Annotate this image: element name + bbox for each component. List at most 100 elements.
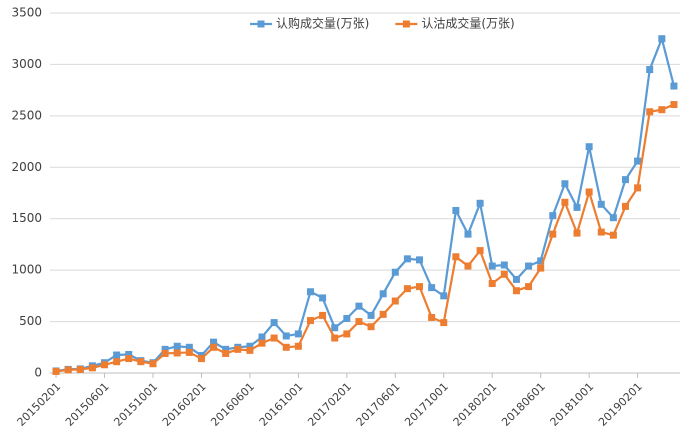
x-tick-label: 20160601 <box>208 380 257 429</box>
data-point <box>343 330 351 338</box>
data-point <box>161 349 169 357</box>
data-point <box>234 345 242 353</box>
data-point <box>379 290 387 298</box>
data-point <box>452 253 460 261</box>
data-point <box>210 343 218 351</box>
data-point <box>125 355 133 363</box>
data-point <box>185 348 193 356</box>
data-point <box>416 256 424 264</box>
data-point <box>464 230 472 238</box>
data-point <box>500 270 508 278</box>
data-point <box>76 365 84 373</box>
data-point <box>609 214 617 222</box>
data-point <box>294 330 302 338</box>
y-tick-label: 2000 <box>11 160 42 174</box>
x-tick-label: 20170201 <box>305 380 354 429</box>
data-point <box>403 255 411 263</box>
data-point <box>658 106 666 114</box>
data-point <box>440 319 448 327</box>
y-tick-label: 1500 <box>11 211 42 225</box>
x-tick-label: 20190201 <box>596 380 645 429</box>
data-point <box>634 157 642 165</box>
data-point <box>306 288 314 296</box>
data-point <box>282 332 290 340</box>
data-point <box>658 35 666 43</box>
data-point <box>367 311 375 319</box>
data-point <box>391 297 399 305</box>
data-point <box>488 280 496 288</box>
data-point <box>403 285 411 293</box>
data-point <box>343 314 351 322</box>
data-point <box>585 188 593 196</box>
y-tick-label: 500 <box>19 314 42 328</box>
data-point <box>452 206 460 214</box>
data-point <box>573 229 581 237</box>
data-point <box>416 283 424 291</box>
data-point <box>537 257 545 265</box>
x-tick-label: 20181001 <box>548 380 597 429</box>
data-point <box>246 342 254 350</box>
data-point <box>646 108 654 116</box>
y-tick-label: 3000 <box>11 57 42 71</box>
data-point <box>331 324 339 332</box>
data-point <box>270 334 278 342</box>
data-point <box>222 345 230 353</box>
data-point <box>64 366 72 374</box>
data-point <box>197 355 205 363</box>
data-point <box>258 339 266 347</box>
data-point <box>597 228 605 236</box>
data-point <box>137 358 145 366</box>
data-point <box>621 202 629 210</box>
data-point <box>440 292 448 300</box>
data-point <box>222 349 230 357</box>
data-point <box>670 82 678 90</box>
data-point <box>609 231 617 239</box>
data-point <box>488 262 496 270</box>
data-point <box>428 284 436 292</box>
data-point <box>391 268 399 276</box>
data-point <box>476 199 484 207</box>
data-point <box>597 200 605 208</box>
x-tick-label: 20150601 <box>63 380 112 429</box>
y-tick-label: 0 <box>34 366 42 380</box>
data-point <box>246 346 254 354</box>
data-point <box>306 317 314 325</box>
data-point <box>331 334 339 342</box>
data-point <box>512 275 520 283</box>
data-point <box>294 342 302 350</box>
data-point <box>464 262 472 270</box>
data-point <box>355 318 363 326</box>
legend-label: 认购成交量(万张) <box>276 16 369 31</box>
data-point <box>113 351 121 359</box>
data-point <box>561 180 569 188</box>
data-point <box>525 262 533 270</box>
data-point <box>113 358 121 366</box>
x-tick-label: 20171001 <box>402 380 451 429</box>
data-point <box>355 302 363 310</box>
data-point <box>549 212 557 220</box>
data-point <box>173 349 181 357</box>
data-point <box>270 319 278 327</box>
data-point <box>52 367 60 375</box>
data-point <box>512 287 520 295</box>
x-tick-label: 20161001 <box>257 380 306 429</box>
data-point <box>646 66 654 74</box>
series-line <box>55 103 675 373</box>
legend-label: 认沽成交量(万张) <box>421 16 514 31</box>
legend-marker <box>257 20 265 28</box>
data-point <box>549 230 557 238</box>
series-line <box>55 35 676 373</box>
data-point <box>101 361 109 369</box>
data-point <box>561 198 569 206</box>
x-tick-label: 20160201 <box>160 380 209 429</box>
data-point <box>125 350 133 358</box>
data-point <box>282 343 290 351</box>
legend-marker <box>402 20 410 28</box>
data-point <box>185 343 193 351</box>
data-point <box>319 294 327 302</box>
x-tick-label: 20170601 <box>354 380 403 429</box>
data-point <box>367 323 375 331</box>
x-tick-label: 20151001 <box>111 380 160 429</box>
data-point <box>573 203 581 211</box>
y-tick-label: 3500 <box>11 6 42 20</box>
